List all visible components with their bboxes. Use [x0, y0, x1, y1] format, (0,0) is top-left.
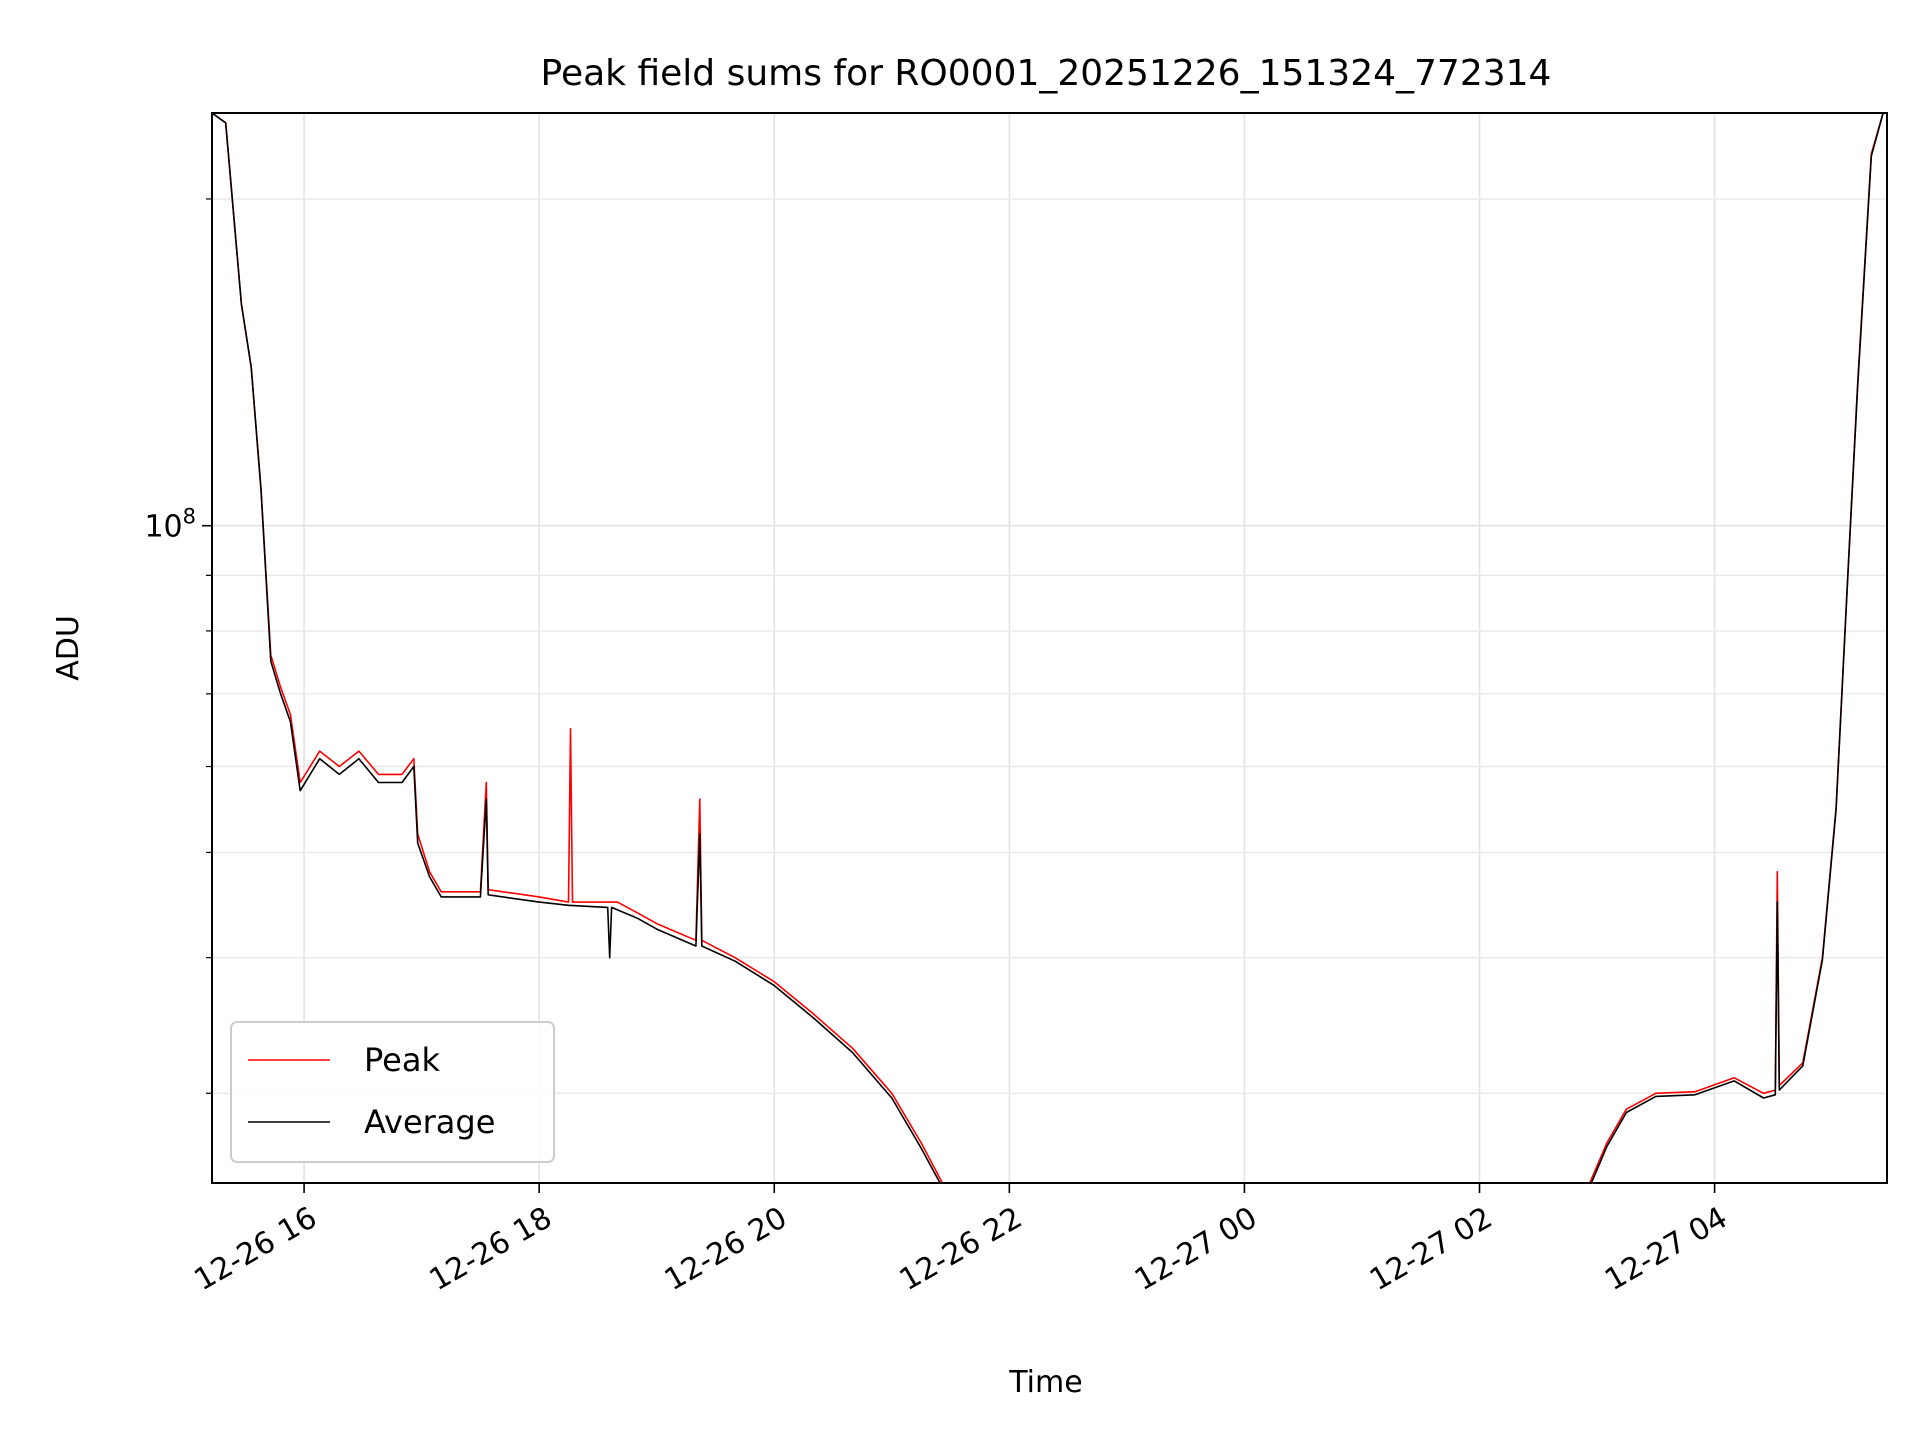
chart-title: Peak field sums for RO0001_20251226_1513…: [541, 53, 1552, 94]
x-axis-label: Time: [1008, 1365, 1082, 1400]
legend-label-average: Average: [364, 1103, 495, 1141]
legend: Peak Average: [230, 1021, 555, 1163]
series-layer: [212, 113, 1884, 1183]
plot-frame: [211, 112, 1888, 1184]
legend-label-peak: Peak: [364, 1041, 440, 1079]
series-line-peak: [212, 113, 1884, 1183]
y-tick-label: 108: [144, 505, 196, 545]
series-line-average: [212, 113, 1884, 1183]
y-axis: 108: [144, 198, 212, 1094]
legend-box: [230, 1021, 555, 1163]
y-axis-label: ADU: [51, 615, 86, 681]
